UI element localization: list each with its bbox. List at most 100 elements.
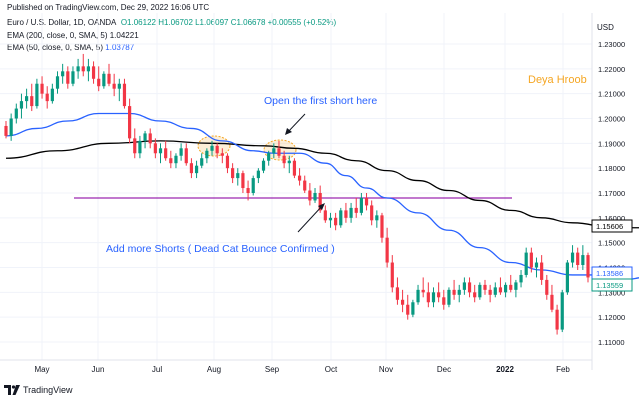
candle-body bbox=[287, 160, 291, 164]
candles bbox=[4, 53, 590, 335]
candle-body bbox=[112, 83, 116, 89]
y-tick-label: 1.17000 bbox=[598, 189, 625, 198]
currency-label: USD bbox=[597, 23, 614, 32]
arrowhead-more bbox=[318, 203, 325, 210]
ema200-legend: EMA (200, close, 0, SMA, 5) 1.04221 bbox=[7, 31, 139, 40]
candle-body bbox=[354, 207, 358, 213]
price-label-text: 1.13559 bbox=[596, 281, 623, 290]
candle-body bbox=[457, 289, 461, 295]
candle-body bbox=[442, 297, 446, 305]
candle-body bbox=[200, 158, 204, 166]
y-tick-label: 1.11000 bbox=[598, 338, 625, 347]
candle-body bbox=[406, 304, 410, 315]
candle-body bbox=[534, 262, 539, 268]
ohlc-values: O1.06122 H1.06702 L1.06097 C1.06678 +0.0… bbox=[120, 18, 337, 27]
candle-body bbox=[205, 150, 209, 159]
price-label-box bbox=[591, 219, 633, 233]
candle-body bbox=[241, 173, 245, 189]
x-tick-label: Sep bbox=[265, 365, 280, 374]
candle-body bbox=[581, 255, 585, 266]
candle-body bbox=[313, 193, 317, 201]
footer-brand-label: TradingView bbox=[23, 385, 73, 395]
candle-body bbox=[364, 197, 369, 206]
candle-body bbox=[292, 160, 297, 176]
candle-body bbox=[55, 76, 60, 89]
candle-body bbox=[328, 217, 333, 221]
candle-body bbox=[272, 148, 276, 154]
candle-body bbox=[189, 163, 194, 174]
candle-body bbox=[334, 217, 338, 226]
candle-body bbox=[14, 108, 18, 119]
x-tick-label: Feb bbox=[556, 365, 570, 374]
candle-body bbox=[40, 83, 44, 94]
candle-body bbox=[529, 252, 533, 268]
candle-body bbox=[9, 118, 13, 136]
candle-body bbox=[462, 282, 466, 290]
candle-body bbox=[184, 148, 188, 164]
candle-body bbox=[524, 252, 528, 275]
candle-body bbox=[148, 133, 152, 144]
candle-body bbox=[519, 274, 523, 283]
candle-body bbox=[97, 78, 101, 87]
x-tick-label: Jun bbox=[92, 365, 105, 374]
candle-body bbox=[380, 215, 384, 238]
ema200-line bbox=[5, 140, 639, 229]
candle-body bbox=[122, 83, 127, 107]
candle-body bbox=[570, 252, 575, 263]
candle-body bbox=[231, 168, 235, 179]
candle-body bbox=[503, 284, 508, 293]
arrowhead-short bbox=[285, 128, 292, 135]
annotation-arrows bbox=[285, 113, 325, 233]
candle-body bbox=[102, 73, 106, 87]
candle-body bbox=[277, 148, 281, 156]
candle-body bbox=[30, 96, 34, 107]
y-tick-label: 1.18000 bbox=[598, 164, 625, 173]
candle-body bbox=[91, 66, 96, 79]
candle-body bbox=[261, 160, 266, 171]
candle-body bbox=[153, 143, 157, 154]
candle-body bbox=[323, 210, 327, 221]
candle-body bbox=[576, 252, 580, 266]
candle-body bbox=[514, 282, 518, 290]
candle-body bbox=[169, 158, 173, 164]
y-tick-label: 1.16000 bbox=[598, 214, 625, 223]
candle-body bbox=[45, 93, 49, 102]
candle-body bbox=[164, 148, 168, 159]
candle-body bbox=[385, 237, 389, 263]
candle-body bbox=[246, 188, 250, 193]
ema50-label: EMA (50, close, 0, SMA, 5) bbox=[7, 43, 104, 52]
candle-body bbox=[133, 138, 137, 154]
candle-body bbox=[143, 133, 147, 141]
candle-body bbox=[71, 71, 75, 84]
annotation-short: Open the first short here bbox=[264, 95, 378, 107]
candle-body bbox=[565, 262, 569, 293]
candle-body bbox=[339, 210, 343, 226]
candle-body bbox=[447, 289, 451, 305]
candle-body bbox=[545, 279, 549, 295]
candle-body bbox=[267, 153, 271, 161]
candle-body bbox=[256, 170, 260, 179]
x-tick-label: Jul bbox=[152, 365, 162, 374]
candle-body bbox=[25, 96, 29, 102]
candle-body bbox=[540, 262, 544, 280]
candle-body bbox=[318, 193, 322, 211]
candle-body bbox=[452, 289, 456, 295]
price-label-text: 1.15606 bbox=[596, 222, 623, 231]
candle-body bbox=[586, 255, 590, 278]
candle-body bbox=[483, 284, 487, 290]
candle-body bbox=[416, 289, 420, 303]
candle-body bbox=[400, 299, 405, 305]
candle-body bbox=[76, 66, 80, 72]
price-label-box bbox=[591, 278, 633, 292]
footer-brand[interactable]: TradingView bbox=[4, 385, 73, 395]
x-axis-ticks: May Jun Jul Aug Sep Oct Nov Dec 2022 Feb bbox=[34, 365, 570, 374]
candle-body bbox=[411, 302, 415, 315]
candle-body bbox=[498, 287, 503, 293]
candle-body bbox=[478, 284, 482, 298]
candle-body bbox=[493, 287, 497, 295]
candle-body bbox=[138, 140, 142, 154]
candle-body bbox=[158, 148, 163, 154]
candle-body bbox=[35, 83, 39, 107]
